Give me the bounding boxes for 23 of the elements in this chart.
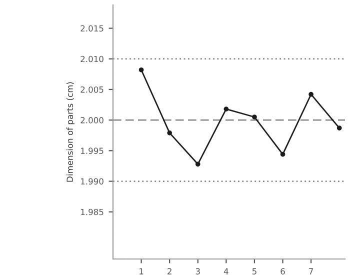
point — [195, 162, 200, 167]
x-tick-label: 7 — [309, 268, 313, 274]
x-tick-label: 3 — [196, 268, 200, 274]
point — [138, 67, 144, 72]
point — [336, 126, 342, 130]
point — [280, 152, 286, 157]
y-axis-title: Dimension of parts (cm) — [66, 82, 75, 182]
point — [308, 92, 314, 97]
x-tick-label: 6 — [280, 268, 285, 274]
y-tick-label: 1.995 — [81, 148, 104, 154]
y-tick-label: 1.990 — [81, 178, 104, 185]
x-tick-label: 2 — [168, 268, 172, 274]
point — [224, 106, 229, 112]
y-tick-label: 2.015 — [80, 25, 104, 32]
x-tick-label: 4 — [224, 268, 228, 274]
y-tick-label: 2.005 — [80, 86, 104, 93]
x-tick-label: 1 — [140, 268, 144, 274]
x-tick-label: 5 — [252, 268, 256, 274]
point — [167, 130, 172, 136]
y-tick-label: 2.000 — [80, 117, 104, 124]
point — [252, 114, 257, 120]
y-tick-label: 2.010 — [80, 56, 104, 62]
y-tick-label: 1.985 — [81, 208, 104, 216]
